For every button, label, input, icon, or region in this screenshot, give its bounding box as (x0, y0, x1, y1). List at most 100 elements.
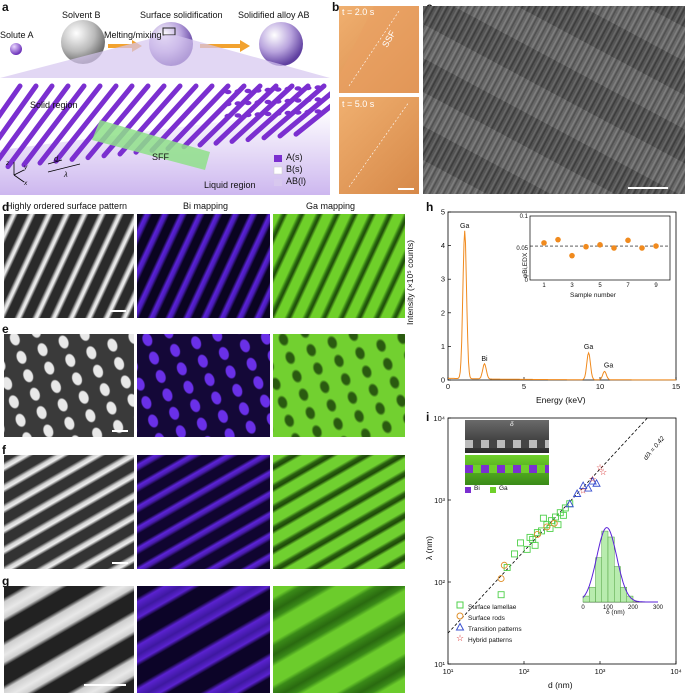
transition-point (565, 499, 575, 508)
hybrid-point: ☆ (599, 467, 607, 477)
ga-map-d (273, 214, 405, 318)
i-hist-bar (620, 586, 627, 603)
rod-dot (244, 88, 252, 94)
h-peak-label: Bi (481, 356, 488, 363)
lamellae-stripes (0, 83, 330, 170)
h-inset-ytick-label: 0 (525, 278, 529, 284)
i-xtick-label: 10² (519, 667, 530, 676)
h-inset-xlabel: Sample number (570, 292, 616, 299)
lamellae-point (526, 533, 534, 541)
arrow-2 (200, 40, 250, 52)
h-peak-label: Ga (584, 344, 593, 351)
panel-label-h: h (426, 200, 434, 214)
lamellae-point (517, 539, 524, 547)
transition-point (578, 481, 588, 490)
i-ga-label: Ga (499, 485, 508, 492)
h-inset-point (555, 236, 561, 243)
h-inset-ytick-label: 0.05 (516, 246, 528, 252)
lamellae-point (531, 541, 539, 549)
sem-image-d (4, 214, 134, 318)
i-ytick-label: 10⁴ (433, 414, 445, 423)
h-spectrum-line (448, 230, 676, 381)
h-ytick-label: 2 (441, 308, 445, 317)
legend-marker-rods (456, 612, 464, 620)
lamellae-point (497, 591, 505, 599)
h-inset-xtick-label: 5 (598, 283, 602, 289)
lamellae-point (539, 514, 547, 522)
column-header-bi: Bi mapping (183, 201, 229, 211)
rod-dot (294, 110, 302, 115)
i-hist-bar (614, 566, 621, 603)
h-xtick-label: 0 (446, 382, 450, 391)
h-ytick-label: 4 (441, 241, 445, 250)
lambda-label: λ (64, 170, 68, 179)
i-xtick-label: 10¹ (443, 667, 454, 676)
h-ytick-label: 5 (441, 208, 445, 217)
i-hist-bar (589, 586, 596, 603)
rod-dot (234, 101, 242, 106)
legend-a-solid: A(s) (286, 152, 303, 162)
legend-ab-liquid: AB(l) (286, 176, 306, 186)
h-inset-xtick-label: 7 (626, 283, 630, 289)
hybrid-point: ☆ (596, 462, 604, 472)
h-ylabel: Intensity (×10⁵ counts) (405, 239, 415, 325)
transition-point (572, 489, 582, 497)
ga-map-g (273, 586, 405, 693)
panel-label-e: e (2, 322, 9, 336)
i-delta-label: δ (510, 421, 514, 428)
h-inset-ylabel: φBi,EDX (522, 252, 529, 278)
i-ytick-label: 10³ (434, 496, 445, 505)
ga-map-e (273, 334, 405, 437)
i-ylabel: λ (nm) (424, 535, 434, 560)
scale-bar-e (112, 430, 128, 432)
eds-spectrum-chart: 0 5 10 15 0 1 2 3 4 5 Ga Bi Ga Ga 1 3 5 7 9 0 0.05 0.1 (441, 208, 680, 392)
scale-bar-f (112, 562, 128, 564)
cross-section-sem-inset (465, 420, 549, 453)
melting-label: Melting/mixing (104, 30, 162, 40)
panel-label-f: f (2, 443, 6, 457)
legend-marker-hybrid: ☆ (456, 633, 464, 643)
i-ytick-label: 10¹ (434, 660, 445, 669)
legend-lamellae: Surface lamellae (468, 604, 517, 611)
i-hist-xtick-label: 300 (653, 605, 664, 611)
rod-dot (224, 113, 232, 119)
lamella-stripe (0, 83, 39, 141)
h-xtick-label: 15 (672, 382, 680, 391)
time-label-1: t = 2.0 s (342, 7, 375, 17)
axis-z: z (6, 160, 10, 167)
rod-dot (314, 109, 322, 114)
h-inset-point (639, 245, 645, 251)
h-inset-frame (529, 215, 671, 281)
sem-image-g (4, 586, 134, 693)
transition-point (588, 476, 597, 485)
panel-label-d: d (2, 200, 10, 214)
hybrid-point: ☆ (589, 474, 597, 484)
solvent-label: Solvent B (62, 10, 101, 20)
i-hist-bar (595, 557, 602, 603)
lamella-stripe (181, 83, 247, 150)
hybrid-point: ☆ (579, 486, 587, 496)
h-ytick-label: 1 (441, 342, 445, 351)
column-header-pattern: Highly ordered surface pattern (6, 201, 128, 211)
bi-map-g (137, 586, 270, 693)
h-inset-point (583, 243, 589, 250)
rod-dot (224, 101, 232, 107)
d-label: d (54, 154, 59, 163)
liquid-region-label: Liquid region (204, 180, 256, 190)
i-xlabel: d (nm) (548, 680, 573, 690)
h-inset-xtick-label: 3 (570, 283, 574, 289)
h-peak-label: Ga (460, 223, 469, 230)
solute-sphere (10, 43, 22, 55)
rod-dot (244, 112, 252, 118)
video-frame-1 (339, 6, 419, 93)
h-peak-label: Ga (604, 363, 613, 370)
solute-label: Solute A (0, 30, 34, 40)
legend-rods: Surface rods (468, 615, 505, 622)
i-bi-label: Bi (474, 485, 480, 492)
lamella-stripe (0, 83, 55, 162)
h-inset-point (611, 245, 617, 251)
solvent-sphere (61, 20, 105, 64)
lamella-stripe (5, 83, 71, 170)
rod-dot (224, 89, 232, 95)
